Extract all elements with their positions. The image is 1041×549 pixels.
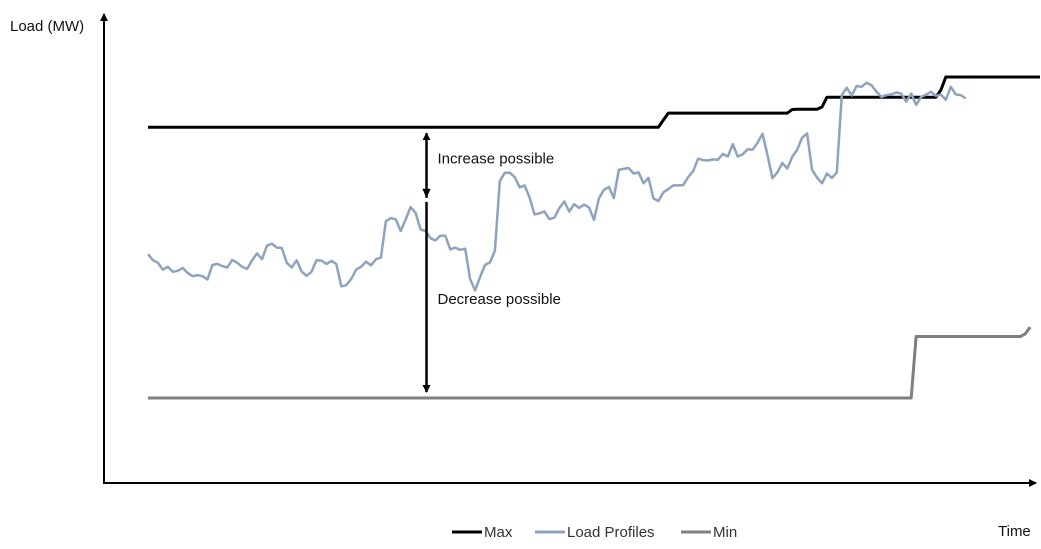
legend-label-min: Min (713, 524, 737, 541)
legend: Max Load Profiles Min (452, 524, 737, 541)
series-line-load-profiles (147, 81, 967, 292)
series-line-min (148, 326, 1032, 400)
y-axis-title: Load (MW) (10, 18, 84, 35)
annotation-label-decrease: Decrease possible (438, 291, 561, 308)
x-axis-title: Time (998, 523, 1031, 540)
legend-label-load-profiles: Load Profiles (567, 524, 655, 541)
annotation-layer: Increase possible Decrease possible (422, 132, 561, 393)
series-line-max (148, 75, 1040, 129)
series-layer (147, 75, 1040, 400)
annotation-arrowhead-decrease (422, 188, 431, 198)
annotation-label-increase: Increase possible (438, 151, 555, 168)
legend-label-max: Max (484, 524, 513, 541)
